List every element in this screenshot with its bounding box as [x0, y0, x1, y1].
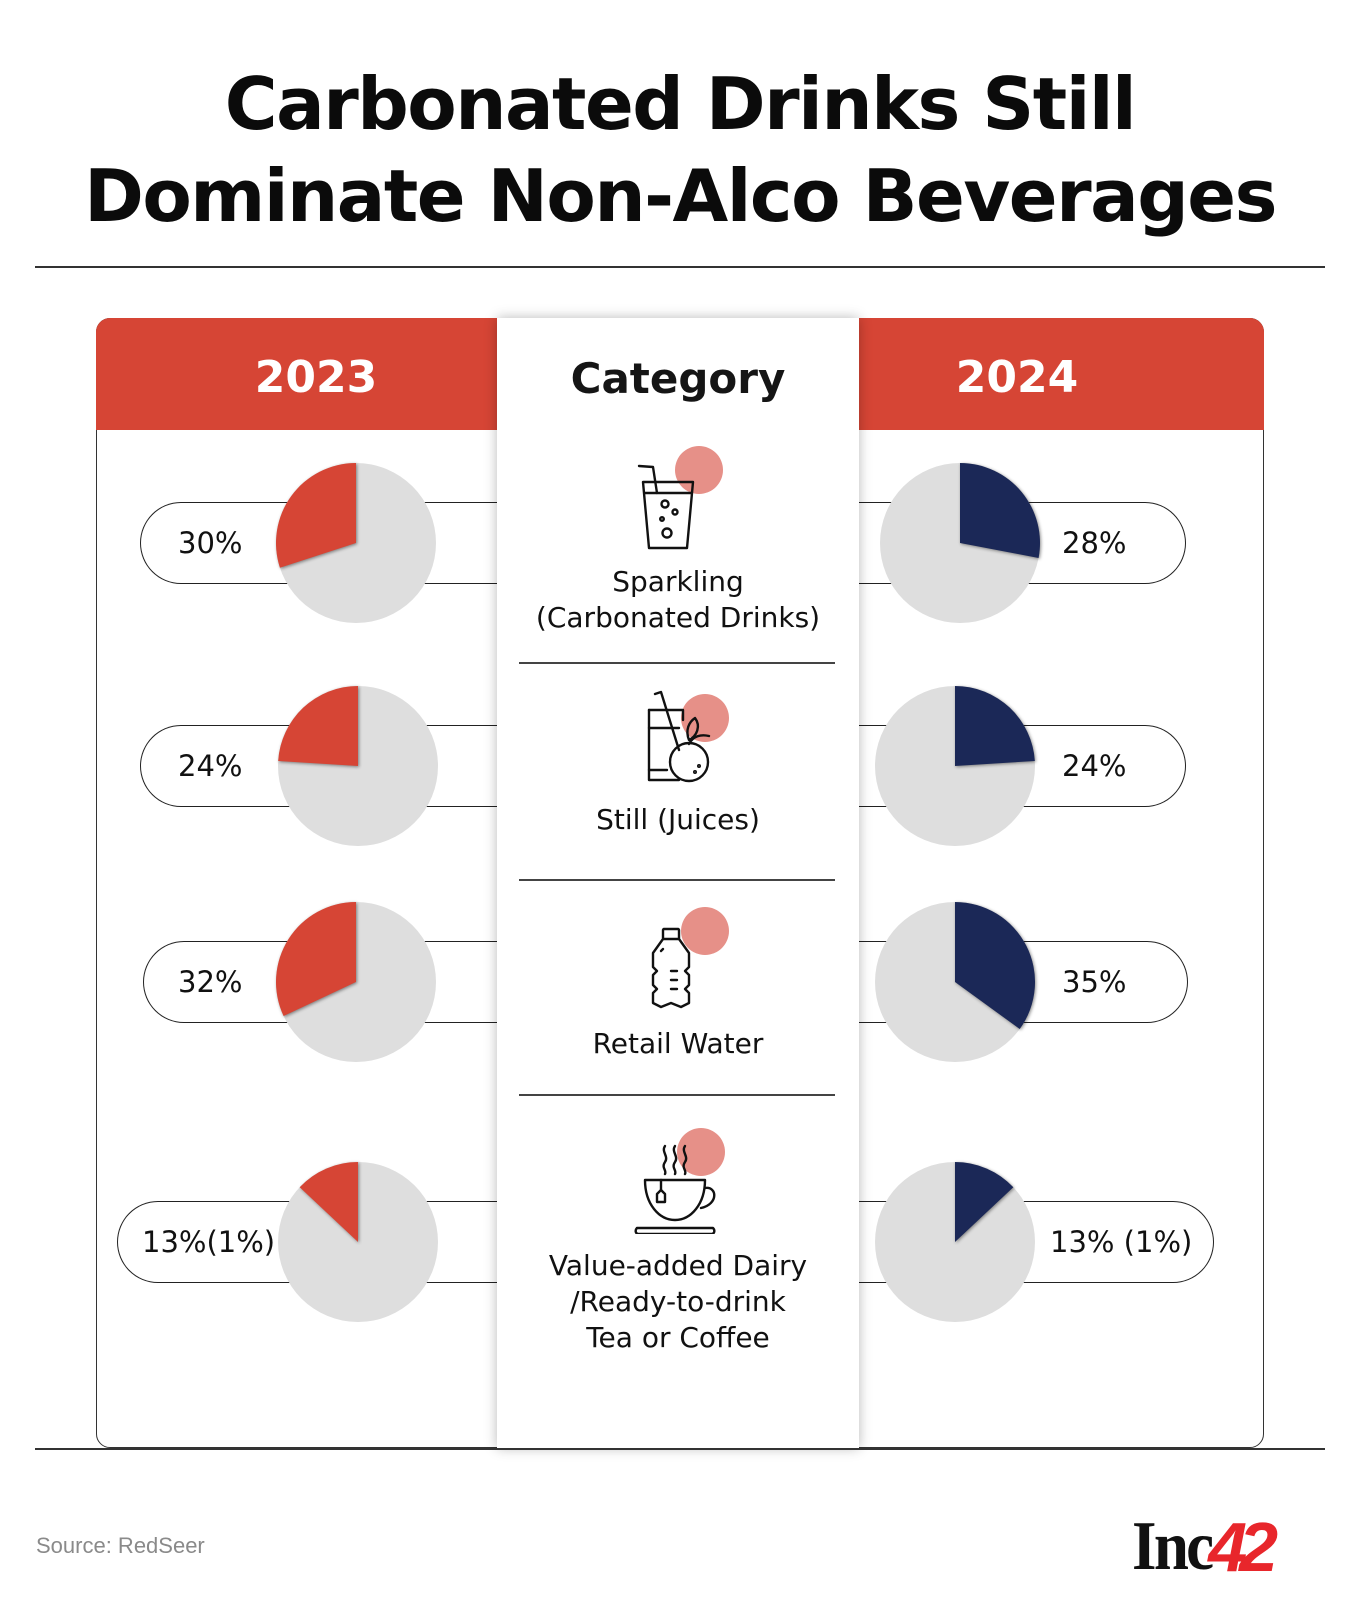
value-label-2023: 24% [178, 749, 243, 783]
value-label-2024: 13% (1%) [1050, 1225, 1193, 1259]
category-divider [519, 1094, 835, 1096]
tea-cup-icon [634, 1128, 725, 1234]
pie-2023-3 [276, 902, 436, 1062]
value-label-2023: 32% [178, 965, 243, 999]
header-2024-band [858, 318, 1264, 430]
water-bottle-icon [651, 907, 729, 1009]
label-line: /Ready-to-drink [570, 1285, 786, 1318]
category-divider [519, 662, 835, 664]
page-title: Carbonated Drinks Still Dominate Non-Alc… [0, 58, 1360, 242]
label-line: Still (Juices) [596, 803, 760, 836]
icon-accent-dot [681, 907, 729, 955]
soda-glass-icon [637, 446, 723, 550]
pie-slice-2023 [276, 902, 356, 1017]
pie-2024-2 [875, 686, 1035, 846]
logo-number: 42 [1208, 1508, 1278, 1586]
icon-accent-dot [677, 1128, 725, 1176]
pie-2023-1 [276, 463, 436, 623]
category-header: Category [570, 354, 786, 403]
pie-slice-2024 [955, 902, 1035, 1030]
pie-2024-3 [875, 902, 1035, 1062]
pie-2023-4 [278, 1162, 438, 1322]
value-label-2024: 28% [1062, 526, 1127, 560]
category-column: Category Sparkling (Carbonated Drinks) [497, 318, 859, 1448]
header-2023: 2023 [254, 352, 378, 403]
pie-slice-2024 [960, 463, 1040, 558]
pie-2024-1 [880, 463, 1040, 623]
value-label-2024: 24% [1062, 749, 1127, 783]
label-line: Tea or Coffee [586, 1321, 770, 1354]
juice-glass-orange-icon [647, 690, 729, 783]
category-label-sparkling: Sparkling (Carbonated Drinks) [497, 564, 859, 636]
pie-2024-4 [875, 1162, 1035, 1322]
label-line: Value-added Dairy [548, 1249, 808, 1282]
bottom-divider [35, 1448, 1325, 1450]
label-line: Retail Water [592, 1027, 764, 1060]
value-label-2023: 30% [178, 526, 243, 560]
title-line-1: Carbonated Drinks Still [224, 62, 1137, 146]
value-label-2024: 35% [1062, 965, 1127, 999]
category-label-tea-coffee: Value-added Dairy /Ready-to-drink Tea or… [497, 1248, 859, 1356]
pie-slice-2023 [276, 463, 356, 568]
label-line: (Carbonated Drinks) [535, 601, 821, 634]
header-2024: 2024 [955, 352, 1079, 403]
source-note: Source: RedSeer [36, 1533, 205, 1558]
pie-slice-2023 [299, 1162, 358, 1242]
title-line-2: Dominate Non-Alco Beverages [84, 154, 1277, 238]
top-divider [35, 266, 1325, 268]
pie-slice-2023 [278, 686, 358, 766]
category-label-juices: Still (Juices) [497, 802, 859, 838]
pie-slice-2024 [955, 686, 1035, 766]
value-label-2023: 13%(1%) [142, 1225, 276, 1259]
label-line: Sparkling [612, 565, 744, 598]
icon-accent-dot [675, 446, 723, 494]
logo-text: Inc [1132, 1508, 1214, 1585]
pie-slice-2024 [955, 1162, 1014, 1242]
pie-2023-2 [278, 686, 438, 846]
header-2023-band [96, 318, 498, 430]
inc42-logo: Inc 42 [1132, 1508, 1278, 1586]
icon-accent-dot [681, 694, 729, 742]
category-divider [519, 879, 835, 881]
category-label-water: Retail Water [497, 1026, 859, 1062]
